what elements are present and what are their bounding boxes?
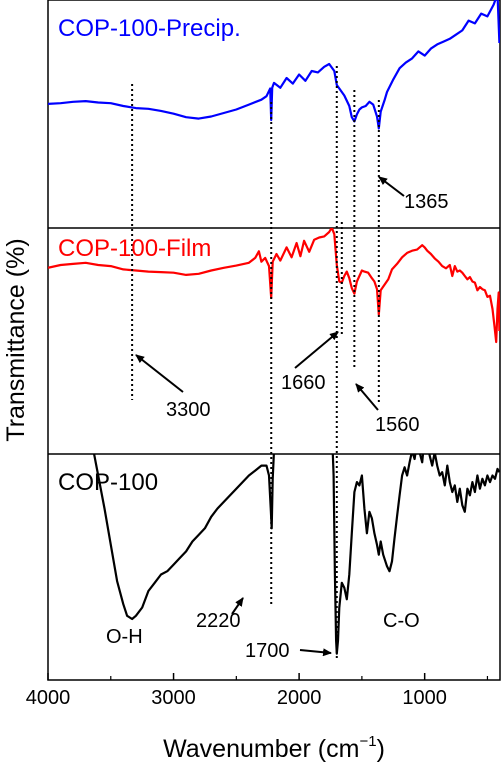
guide-layer — [131, 66, 380, 658]
x-axis-label: Wavenumber (cm−1) — [163, 733, 385, 763]
y-axis-label: Transmittance (%) — [2, 238, 30, 441]
x-tick-label-2000: 2000 — [277, 687, 322, 709]
x-tick-label-4000: 4000 — [26, 687, 71, 709]
annotation-co: C-O — [383, 610, 420, 632]
annotation-arrow-3300 — [135, 354, 184, 393]
series-label-cop100-precip: COP-100-Precip. — [58, 15, 241, 42]
x-tick-label-1000: 1000 — [402, 687, 447, 709]
x-axis-label-main: Wavenumber (cm — [163, 735, 359, 763]
x-axis-label-sup: −1 — [359, 733, 376, 750]
series-label-cop100: COP-100 — [58, 469, 158, 496]
annotation-arrow-1560 — [355, 383, 379, 411]
annotation-arrow-1365 — [378, 176, 405, 197]
annotation-oh: O-H — [106, 626, 143, 648]
x-tick-label-3000: 3000 — [151, 687, 196, 709]
annotation-2220: 2220 — [196, 610, 241, 632]
series-line-3 — [92, 454, 500, 655]
annotation-1560: 1560 — [375, 414, 420, 436]
plot-frame — [47, 0, 501, 681]
annotation-arrow-2220 — [231, 597, 244, 615]
annotation-1700: 1700 — [245, 640, 290, 662]
x-tick-layer: 4000 3000 2000 1000 — [26, 673, 489, 709]
series-label-cop100-film: COP-100-Film — [58, 235, 211, 262]
annotation-arrow-layer — [135, 176, 405, 657]
x-axis-label-close: ) — [377, 735, 385, 763]
annotation-3300: 3300 — [166, 399, 211, 421]
annotation-arrow-1660 — [294, 331, 339, 369]
series-line-1 — [48, 0, 500, 130]
annotation-1660: 1660 — [281, 372, 326, 394]
annotation-1365: 1365 — [404, 191, 449, 213]
series-line-2 — [48, 228, 500, 344]
annotation-arrow-1700 — [299, 648, 332, 657]
series-layer — [48, 0, 500, 655]
